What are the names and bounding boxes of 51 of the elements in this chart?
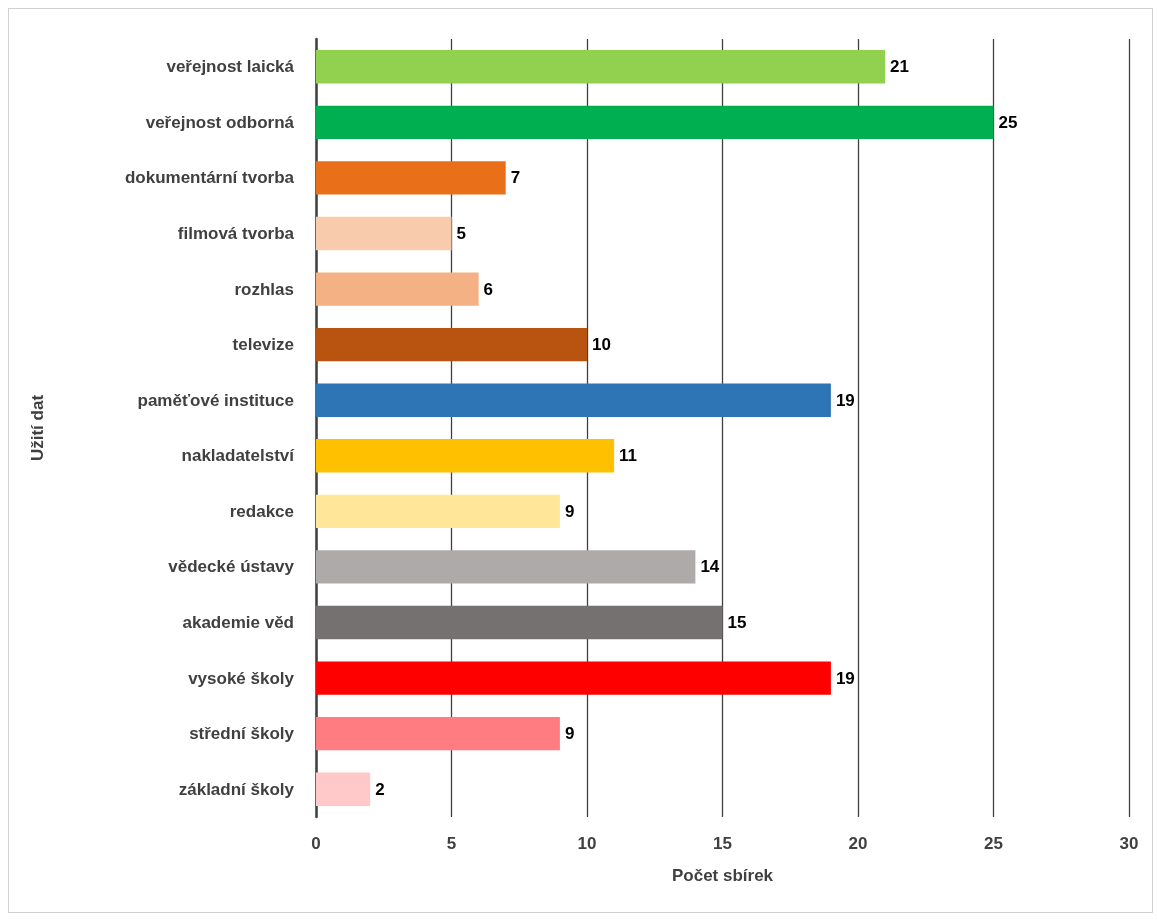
y-tick-label: akademie věd [182, 613, 294, 632]
y-axis-title: Užití dat [28, 394, 47, 462]
x-tick-label: 0 [311, 834, 321, 853]
data-label: 15 [727, 613, 747, 632]
y-tick-label: střední školy [189, 724, 295, 744]
data-label: 21 [890, 57, 910, 77]
x-tick-label: 10 [577, 834, 597, 853]
data-label: 9 [564, 501, 575, 521]
data-label: 11 [619, 446, 638, 466]
bar [316, 216, 452, 251]
x-tick-label: 15 [713, 834, 732, 853]
bar [316, 605, 723, 640]
bar [316, 50, 886, 84]
x-tick-label: 5 [446, 834, 457, 853]
x-axis-title: Počet sbírek [671, 866, 774, 885]
data-label: 7 [510, 168, 521, 188]
bar [316, 161, 506, 195]
bar [316, 716, 560, 751]
data-label: 5 [456, 224, 466, 243]
bar [316, 550, 696, 584]
x-tick-label: 20 [848, 834, 868, 853]
data-label: 14 [700, 557, 720, 577]
y-tick-label: rozhlas [234, 279, 294, 299]
y-tick-label: paměťové instituce [137, 390, 294, 410]
data-label: 25 [998, 112, 1018, 132]
x-tick-label: 25 [984, 834, 1003, 853]
data-label: 19 [835, 390, 855, 410]
y-tick-label: veřejnost laická [166, 57, 295, 77]
y-tick-label: vysoké školy [188, 668, 295, 688]
data-label: 10 [592, 335, 611, 355]
data-label: 9 [564, 724, 575, 744]
bar [316, 272, 479, 306]
y-tick-label: filmová tvorba [177, 224, 295, 243]
bar [316, 327, 587, 362]
y-tick-label: dokumentární tvorba [124, 168, 295, 188]
y-tick-label: nakladatelství [181, 446, 296, 466]
data-label: 2 [375, 779, 385, 799]
bar [316, 494, 560, 529]
y-tick-label: vědecké ústavy [168, 557, 295, 577]
bar [316, 661, 831, 695]
bar [316, 105, 994, 140]
data-label: 19 [835, 668, 855, 688]
bar [316, 383, 831, 417]
data-label: 6 [483, 279, 494, 299]
x-tick-label: 30 [1119, 834, 1139, 853]
y-tick-label: redakce [229, 501, 294, 521]
y-tick-label: televize [232, 335, 294, 355]
y-tick-label: veřejnost odborná [145, 112, 295, 132]
bar [316, 772, 371, 806]
bar [316, 439, 615, 473]
y-tick-label: základní školy [178, 779, 295, 799]
